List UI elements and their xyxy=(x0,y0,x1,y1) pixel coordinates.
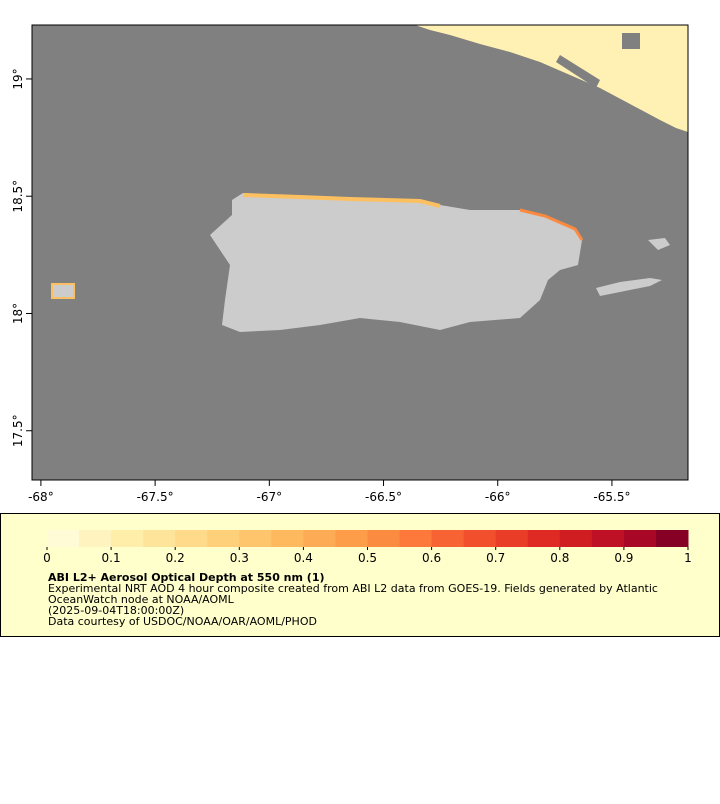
y-tick-label: 18.5° xyxy=(11,180,25,213)
colorbar-tick-label: 0.7 xyxy=(486,551,505,565)
colorbar-swatch xyxy=(463,530,497,547)
colorbar-swatch xyxy=(431,530,465,547)
cloud-gap xyxy=(556,55,600,88)
colorbar-tick-label: 1 xyxy=(684,551,692,565)
colorbar-tick-label: 0.9 xyxy=(614,551,633,565)
x-tick-label: -67.5° xyxy=(137,490,174,504)
colorbar-swatch xyxy=(111,530,144,547)
colorbar-swatch xyxy=(271,530,304,547)
vieques xyxy=(596,278,662,296)
colorbar-tick-label: 0.5 xyxy=(358,551,377,565)
legend-line: Experimental NRT AOD 4 hour composite cr… xyxy=(48,582,658,595)
colorbar-swatch xyxy=(335,530,368,547)
colorbar-swatch xyxy=(47,530,80,547)
colorbar-tick-label: 0.8 xyxy=(550,551,569,565)
culebra xyxy=(648,238,670,250)
colorbar-swatch xyxy=(591,530,625,547)
colorbar-tick-label: 0.6 xyxy=(422,551,441,565)
plot-frame xyxy=(31,24,689,481)
legend-line: (2025-09-04T18:00:00Z) xyxy=(48,604,184,617)
colorbar-swatch xyxy=(175,530,208,547)
colorbar-swatch xyxy=(207,530,240,547)
colorbar-swatch xyxy=(367,530,401,547)
x-tick-label: -66° xyxy=(485,490,511,504)
colorbar-swatch xyxy=(399,530,433,547)
colorbar-tick-label: 0.3 xyxy=(230,551,249,565)
y-tick-label: 17.5° xyxy=(11,414,25,447)
aod-edge xyxy=(519,208,584,241)
legend-title: ABI L2+ Aerosol Optical Depth at 550 nm … xyxy=(48,571,325,584)
x-tick-label: -65.5° xyxy=(593,490,630,504)
colorbar-swatch xyxy=(303,530,336,547)
colorbar-tick-label: 0.4 xyxy=(294,551,313,565)
legend-line: Data courtesy of USDOC/NOAA/OAR/AOML/PHO… xyxy=(48,615,317,628)
colorbar-tick-label: 0.1 xyxy=(102,551,121,565)
colorbar-swatch xyxy=(495,530,529,547)
colorbar-swatch xyxy=(143,530,176,547)
legend-line: OceanWatch node at NOAA/AOML xyxy=(48,593,235,606)
colorbar-swatch xyxy=(527,530,561,547)
colorbar-swatch xyxy=(623,530,657,547)
x-tick-label: -68° xyxy=(28,490,54,504)
colorbar-swatch xyxy=(655,530,689,547)
colorbar-tick-label: 0.2 xyxy=(166,551,185,565)
cloud-gap xyxy=(622,33,640,49)
x-tick-label: -67° xyxy=(257,490,283,504)
aod-edge xyxy=(242,193,441,208)
colorbar-tick-label: 0 xyxy=(43,551,51,565)
y-tick-label: 18° xyxy=(11,303,25,324)
y-tick-label: 19° xyxy=(11,68,25,89)
puerto-rico xyxy=(210,193,582,332)
x-tick-label: -66.5° xyxy=(365,490,402,504)
aod-region xyxy=(415,25,688,132)
colorbar-swatch xyxy=(79,530,112,547)
colorbar-swatch xyxy=(559,530,593,547)
colorbar-swatch xyxy=(239,530,272,547)
mona-island xyxy=(51,283,75,299)
